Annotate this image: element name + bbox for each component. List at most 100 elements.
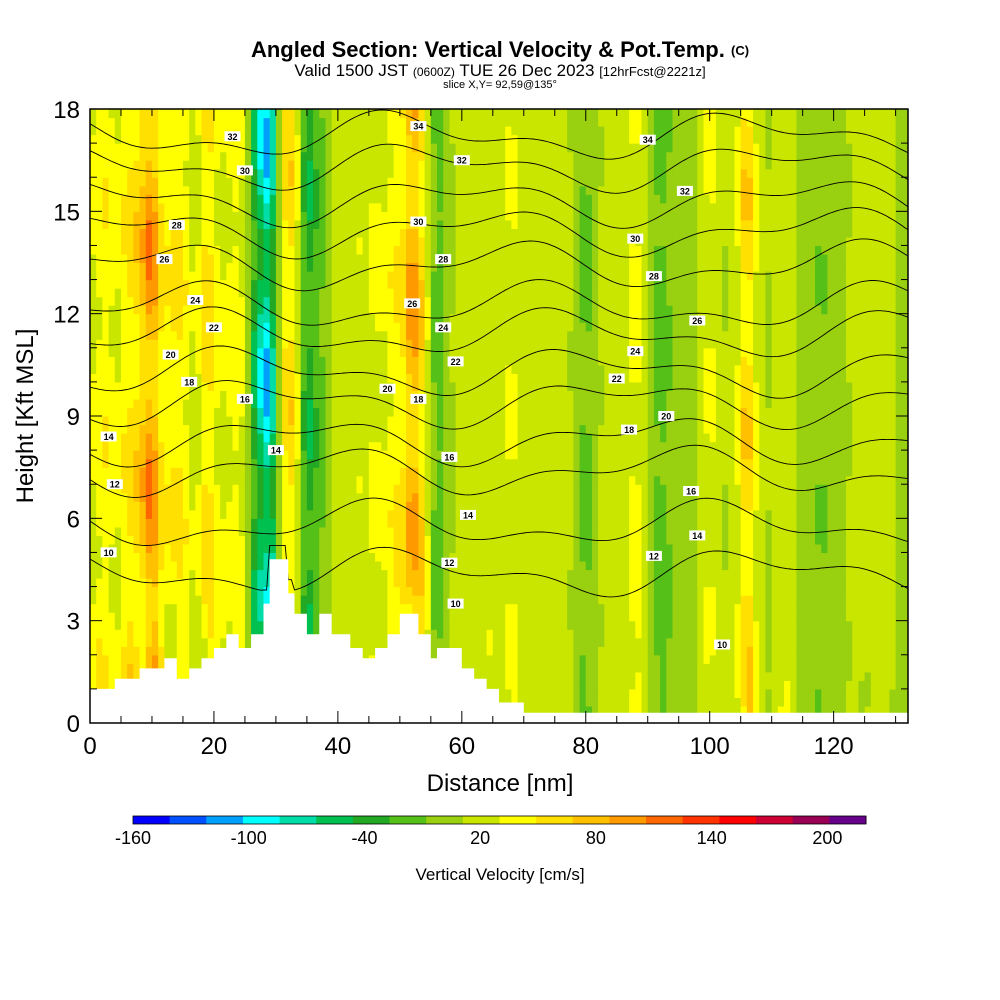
velocity-cell xyxy=(418,262,426,272)
velocity-cell xyxy=(90,441,97,451)
velocity-cell xyxy=(511,450,519,460)
velocity-cell xyxy=(306,543,314,554)
velocity-cell xyxy=(275,109,283,119)
velocity-cell xyxy=(499,441,506,451)
velocity-cell xyxy=(114,458,122,468)
velocity-cell xyxy=(480,424,488,434)
velocity-cell xyxy=(350,296,358,306)
velocity-cell xyxy=(158,433,165,443)
velocity-cell xyxy=(288,467,296,477)
velocity-cell xyxy=(368,288,376,298)
velocity-cell xyxy=(313,313,320,323)
velocity-cell xyxy=(313,603,320,613)
velocity-cell xyxy=(443,117,451,127)
velocity-cell xyxy=(313,569,320,579)
velocity-cell xyxy=(499,109,506,119)
velocity-cell xyxy=(145,364,153,374)
velocity-cell xyxy=(306,364,314,374)
velocity-cell xyxy=(220,194,227,204)
velocity-cell xyxy=(275,288,283,298)
velocity-cell xyxy=(300,168,308,178)
velocity-cell xyxy=(331,211,339,221)
velocity-cell xyxy=(207,535,215,545)
velocity-cell xyxy=(387,612,395,622)
velocity-cell xyxy=(257,612,265,622)
velocity-cell xyxy=(368,646,376,656)
velocity-cell xyxy=(102,603,110,613)
velocity-cell xyxy=(226,458,234,468)
velocity-cell xyxy=(499,620,506,630)
velocity-cell xyxy=(350,526,358,536)
velocity-cell xyxy=(257,271,265,281)
velocity-cell xyxy=(412,595,420,605)
velocity-cell xyxy=(145,629,153,639)
velocity-cell xyxy=(399,151,407,161)
velocity-cell xyxy=(406,262,413,272)
velocity-cell xyxy=(288,211,296,221)
velocity-cell xyxy=(102,441,110,451)
velocity-cell xyxy=(418,211,426,221)
velocity-cell xyxy=(102,586,110,596)
velocity-cell xyxy=(505,151,512,161)
velocity-cell xyxy=(306,279,314,289)
velocity-cell xyxy=(133,296,141,306)
velocity-cell xyxy=(189,330,196,340)
velocity-cell xyxy=(375,117,382,127)
velocity-cell xyxy=(480,484,488,494)
velocity-cell xyxy=(195,526,203,536)
velocity-cell xyxy=(164,322,172,332)
velocity-cell xyxy=(300,603,308,613)
velocity-cell xyxy=(269,492,277,502)
velocity-cell xyxy=(387,211,395,221)
velocity-cell xyxy=(430,586,438,596)
velocity-cell xyxy=(375,347,382,357)
velocity-cell xyxy=(164,177,172,187)
velocity-cell xyxy=(232,313,240,323)
velocity-cell xyxy=(337,134,345,144)
velocity-cell xyxy=(430,322,438,332)
velocity-cell xyxy=(232,526,240,536)
velocity-cell xyxy=(375,612,382,622)
velocity-cell xyxy=(474,433,482,443)
velocity-cell xyxy=(461,586,469,596)
velocity-cell xyxy=(102,569,110,579)
velocity-cell xyxy=(362,117,370,127)
velocity-cell xyxy=(251,339,258,349)
velocity-cell xyxy=(499,339,506,349)
velocity-cell xyxy=(220,603,227,613)
velocity-cell xyxy=(158,458,165,468)
velocity-cell xyxy=(443,177,451,187)
velocity-cell xyxy=(362,305,370,315)
velocity-cell xyxy=(275,526,283,536)
velocity-cell xyxy=(325,219,333,229)
velocity-cell xyxy=(220,484,227,494)
velocity-cell xyxy=(387,501,395,511)
velocity-cell xyxy=(480,109,488,119)
velocity-cell xyxy=(406,339,413,349)
velocity-cell xyxy=(207,603,215,613)
velocity-cell xyxy=(313,347,320,357)
velocity-cell xyxy=(393,134,401,144)
velocity-cell xyxy=(294,168,302,178)
velocity-cell xyxy=(455,458,463,468)
velocity-cell xyxy=(505,322,512,332)
velocity-cell xyxy=(213,509,221,519)
velocity-cell xyxy=(145,569,153,579)
velocity-cell xyxy=(424,424,432,434)
velocity-cell xyxy=(226,236,234,247)
velocity-cell xyxy=(492,390,500,400)
velocity-cell xyxy=(96,109,103,119)
velocity-cell xyxy=(275,424,283,434)
velocity-cell xyxy=(480,509,488,519)
velocity-cell xyxy=(511,688,519,699)
velocity-cell xyxy=(170,552,178,562)
velocity-cell xyxy=(195,518,203,528)
velocity-cell xyxy=(449,364,457,374)
velocity-cell xyxy=(232,151,240,161)
velocity-cell xyxy=(344,552,351,562)
velocity-cell xyxy=(195,398,203,409)
velocity-cell xyxy=(164,373,172,383)
velocity-cell xyxy=(176,364,184,374)
velocity-cell xyxy=(182,219,190,229)
velocity-cell xyxy=(127,245,134,255)
